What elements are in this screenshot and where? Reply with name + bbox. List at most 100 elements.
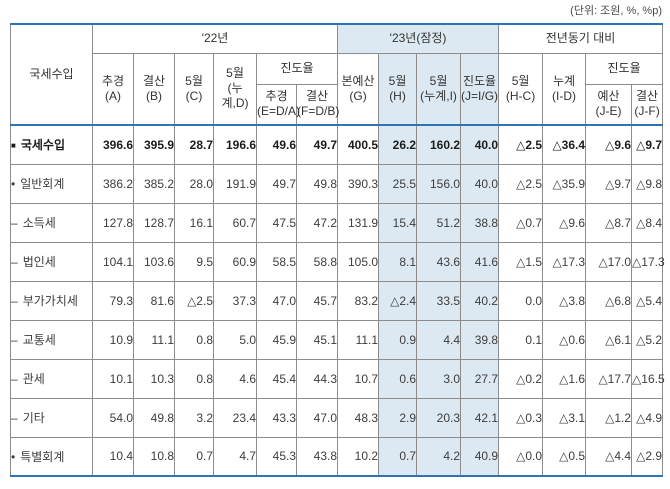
row-label-text: 기타: [22, 411, 45, 425]
col-header-may-hc: 5월 (H-C): [498, 52, 544, 126]
tax-revenue-table: 국세수입 '22년 '23년(잠정) 전년동기 대비 추경 (A) 결산 (B)…: [10, 23, 665, 477]
cell: 10.9: [92, 319, 134, 360]
cell: 81.6: [133, 280, 175, 321]
cell: 49.8: [133, 397, 175, 438]
cell: △35.9: [542, 163, 587, 204]
cell: 38.8: [460, 202, 500, 243]
row-label-text: 법인세: [22, 255, 56, 269]
cell: 15.4: [378, 202, 418, 243]
cell: 0.8: [174, 358, 214, 399]
cell: △17.7: [585, 358, 633, 399]
table-row: – 교통세 10.9 11.1 0.8 5.0 45.9 45.1 11.1 0.9 4.4 39.8…: [10, 319, 664, 360]
cell: 49.8: [295, 163, 339, 204]
cell: △0.5: [542, 436, 587, 477]
table-row: • 특별회계 10.4 10.8 0.7 4.7 45.3 43.8 10.2 0.7 4.2 40.…: [10, 436, 664, 477]
col-header-budget-je: 예산 (J-E): [585, 83, 633, 126]
col-header-progress-yoy: 진도율: [585, 52, 664, 85]
col-header-progress-2022: 진도율: [255, 52, 339, 85]
cell: 0.1: [498, 319, 544, 360]
col-header-supplementary-e: 추경 (E=D/A): [256, 83, 300, 126]
cell: 3.2: [174, 397, 214, 438]
col-header-may-c: 5월 (C): [174, 52, 214, 126]
col-header-progress-j: 진도율 (J=I/G): [460, 52, 500, 126]
cell: 396.6: [92, 124, 134, 165]
table-body: ■ 국세수입 396.6 395.9 28.7 196.6 49.6 49.7 400.5 26.…: [10, 124, 665, 477]
cell: 0.8: [174, 319, 214, 360]
cell: 10.3: [133, 358, 175, 399]
cell: △3.1: [542, 397, 587, 438]
cell: 45.1: [295, 319, 339, 360]
cell: 4.7: [213, 436, 257, 477]
row-label-text: 관세: [22, 372, 45, 386]
cell: 0.6: [378, 358, 418, 399]
cell: △9.8: [631, 163, 664, 204]
cell: 45.7: [295, 280, 339, 321]
cell: △1.6: [542, 358, 587, 399]
cell: 51.2: [416, 202, 462, 243]
row-label-text: 특별회계: [20, 449, 65, 464]
cell: 191.9: [213, 163, 257, 204]
cell: 0.0: [498, 280, 544, 321]
row-bullet-icon: –: [11, 372, 18, 386]
row-label: – 교통세: [10, 319, 93, 360]
cell: 23.4: [213, 397, 257, 438]
cell: 42.1: [460, 397, 500, 438]
cell: 25.5: [378, 163, 418, 204]
group-header-yoy: 전년동기 대비: [498, 23, 664, 54]
row-label-text: 국세수입: [20, 138, 66, 153]
cell: 40.0: [460, 124, 500, 165]
table-row: • 일반회계 386.2 385.2 28.0 191.9 49.7 49.8 390.3 25.…: [10, 163, 664, 204]
cell: △6.1: [585, 319, 633, 360]
cell: 3.0: [416, 358, 462, 399]
cell: △3.8: [542, 280, 587, 321]
cell: 4.4: [416, 319, 462, 360]
row-bullet-icon: •: [11, 449, 16, 464]
cell: 5.0: [213, 319, 257, 360]
cell: △4.4: [585, 436, 633, 477]
row-bullet-icon: –: [11, 216, 18, 230]
cell: 43.3: [256, 397, 297, 438]
cell: 27.7: [460, 358, 500, 399]
cell: △0.2: [498, 358, 544, 399]
cell: 8.1: [378, 241, 418, 282]
row-label: • 특별회계: [10, 436, 93, 477]
cell: 47.0: [295, 397, 339, 438]
cell: 16.1: [174, 202, 214, 243]
cell: △2.4: [378, 280, 418, 321]
cell: 60.9: [213, 241, 257, 282]
cell: △8.4: [631, 202, 664, 243]
cell: 103.6: [133, 241, 175, 282]
cell: △36.4: [542, 124, 587, 165]
row-label: – 관세: [10, 358, 93, 399]
table-row: – 기타 54.0 49.8 3.2 23.4 43.3 47.0 48.3 2.9 20.3 42.…: [10, 397, 664, 438]
cell: 386.2: [92, 163, 134, 204]
cell: 10.8: [133, 436, 175, 477]
row-label: – 법인세: [10, 241, 93, 282]
cell: 28.0: [174, 163, 214, 204]
cell: △5.2: [631, 319, 664, 360]
cell: △1.5: [498, 241, 544, 282]
cell: △8.7: [585, 202, 633, 243]
cell: 400.5: [337, 124, 380, 165]
cell: 11.1: [337, 319, 380, 360]
cell: △9.6: [542, 202, 587, 243]
cell: 2.9: [378, 397, 418, 438]
row-label-text: 교통세: [22, 333, 56, 347]
cell: △0.6: [542, 319, 587, 360]
cell: 83.2: [337, 280, 380, 321]
row-label: – 기타: [10, 397, 93, 438]
row-bullet-icon: –: [11, 255, 18, 269]
cell: 43.6: [416, 241, 462, 282]
cell: 9.5: [174, 241, 214, 282]
col-header-cumulative-id: 누계 (I-D): [542, 52, 587, 126]
cell: △17.3: [631, 241, 665, 282]
cell: △17.0: [585, 241, 633, 282]
cell: 44.3: [295, 358, 339, 399]
cell: 48.3: [337, 397, 380, 438]
cell: 45.3: [256, 436, 297, 477]
cell: 385.2: [133, 163, 175, 204]
cell: 10.1: [92, 358, 134, 399]
cell: △4.9: [631, 397, 664, 438]
cell: △0.3: [498, 397, 544, 438]
cell: △2.5: [498, 163, 544, 204]
